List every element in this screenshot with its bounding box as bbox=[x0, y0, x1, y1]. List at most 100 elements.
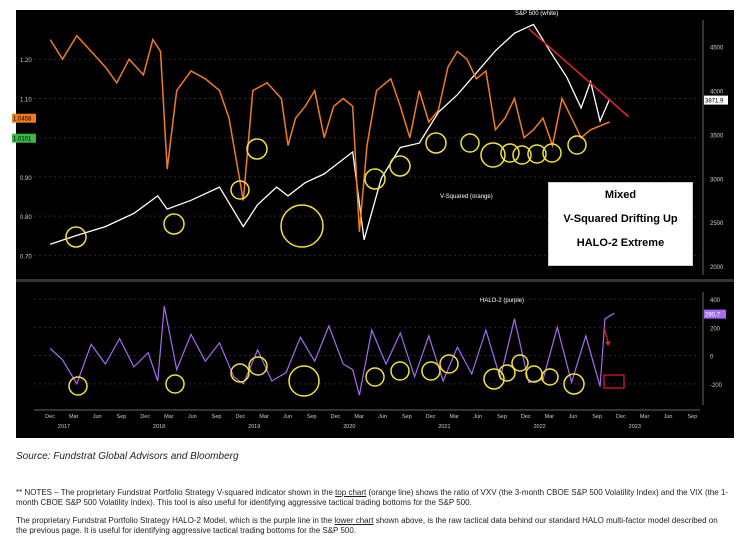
x-tick-month: Mar bbox=[69, 414, 79, 420]
x-tick-year: 2019 bbox=[248, 424, 260, 430]
x-tick-month: Jun bbox=[473, 414, 482, 420]
notes: ** NOTES – The proprietary Fundstrat Por… bbox=[16, 488, 731, 544]
x-tick-month: Dec bbox=[140, 414, 150, 420]
notes-text: shown above, is the raw tactical data be… bbox=[16, 516, 718, 535]
left-tick-label: 1.20 bbox=[20, 58, 32, 64]
bottom-circle bbox=[163, 213, 185, 235]
notes-link-lower-chart: lower chart bbox=[334, 516, 374, 525]
annotation-v-squared: V-Squared Drifting Up bbox=[563, 213, 678, 225]
bottom-circle bbox=[230, 180, 250, 200]
bottom-circle bbox=[498, 364, 516, 382]
bottom-circle bbox=[567, 135, 587, 155]
tag-v-squared: 1.0458 bbox=[13, 117, 32, 123]
bottom-circle bbox=[65, 226, 87, 248]
left-tick-label: 0.70 bbox=[20, 254, 32, 260]
top-panel: 1.201.101.000.900.800.704500400035003000… bbox=[12, 11, 728, 275]
x-tick-month: Dec bbox=[616, 414, 626, 420]
x-tick-month: Jun bbox=[188, 414, 197, 420]
series-label-v-squared: V-Squared (orange) bbox=[440, 194, 493, 200]
bottom-circle bbox=[527, 144, 547, 164]
bottom-circle bbox=[511, 354, 529, 372]
x-tick-month: Sep bbox=[307, 414, 317, 420]
bottom-circle bbox=[500, 143, 520, 163]
x-tick-month: Dec bbox=[521, 414, 531, 420]
x-tick-month: Mar bbox=[545, 414, 555, 420]
notes-link-top-chart: top chart bbox=[335, 488, 367, 497]
right-tick-label: 2000 bbox=[710, 265, 724, 271]
annotation-box: Mixed V-Squared Drifting Up HALO-2 Extre… bbox=[548, 182, 693, 266]
x-tick-month: Sep bbox=[687, 414, 697, 420]
annotation-halo: HALO-2 Extreme bbox=[576, 237, 665, 249]
series-label-halo: HALO-2 (purple) bbox=[480, 298, 524, 304]
right-tick-label: 2500 bbox=[710, 221, 724, 227]
bottom-circle bbox=[512, 145, 532, 165]
left-tick-label: 0.90 bbox=[20, 176, 32, 182]
bottom-circle bbox=[389, 155, 411, 177]
x-tick-month: Dec bbox=[45, 414, 55, 420]
x-tick-month: Jun bbox=[568, 414, 577, 420]
x-tick-month: Mar bbox=[640, 414, 650, 420]
bottom-circle bbox=[280, 204, 324, 248]
right-tick-label: 400 bbox=[710, 298, 721, 304]
bottom-circle bbox=[542, 143, 562, 163]
red-box bbox=[603, 374, 625, 389]
source-text: Source: Fundstrat Global Advisors and Bl… bbox=[16, 451, 239, 462]
tag-green: 1.0101 bbox=[13, 137, 32, 143]
notes-text: ** NOTES – The proprietary Fundstrat Por… bbox=[16, 488, 336, 497]
left-tick-label: 0.80 bbox=[20, 215, 32, 221]
notes-paragraph-1: ** NOTES – The proprietary Fundstrat Por… bbox=[16, 488, 731, 508]
x-tick-month: Mar bbox=[259, 414, 269, 420]
x-tick-month: Jun bbox=[378, 414, 387, 420]
bottom-circle bbox=[248, 356, 268, 376]
bottom-circle bbox=[68, 376, 88, 396]
bottom-circles bbox=[65, 132, 587, 397]
tag-green-bg bbox=[12, 133, 36, 143]
tag-halo: 290.7 bbox=[705, 313, 721, 319]
bottom-circle bbox=[541, 368, 559, 386]
right-tick-label: 4000 bbox=[710, 89, 724, 95]
bottom-circle bbox=[365, 367, 385, 387]
red-arrow bbox=[603, 326, 609, 343]
x-tick-month: Sep bbox=[402, 414, 412, 420]
bottom-circle bbox=[563, 373, 585, 395]
x-tick-year: 2023 bbox=[629, 424, 641, 430]
bottom-circle bbox=[390, 361, 410, 381]
series-line-sp500 bbox=[49, 23, 611, 245]
panel-divider bbox=[16, 279, 734, 282]
right-tick-label: 3500 bbox=[710, 133, 724, 139]
x-tick-month: Jun bbox=[93, 414, 102, 420]
x-tick-year: 2020 bbox=[343, 424, 355, 430]
x-tick-month: Mar bbox=[450, 414, 460, 420]
notes-text: (orange line) shows the ratio of VXV (th… bbox=[16, 488, 729, 507]
bottom-circle bbox=[246, 138, 268, 160]
red-arrow-head bbox=[605, 341, 611, 346]
series-line-v-squared bbox=[49, 34, 610, 232]
x-tick-year: 2021 bbox=[438, 424, 450, 430]
bottom-panel: 400 200 0 -200 HALO-2 (purple) 290.7 bbox=[34, 292, 726, 405]
right-tick-label: 200 bbox=[710, 326, 721, 332]
x-tick-month: Jun bbox=[283, 414, 292, 420]
bottom-circle bbox=[460, 133, 480, 153]
x-tick-year: 2018 bbox=[153, 424, 165, 430]
x-tick-month: Dec bbox=[331, 414, 341, 420]
x-tick-month: Mar bbox=[164, 414, 174, 420]
left-tick-label: 1.10 bbox=[20, 97, 32, 103]
x-tick-month: Dec bbox=[426, 414, 436, 420]
bottom-circle bbox=[425, 132, 447, 154]
bottom-circle bbox=[288, 365, 320, 397]
bottom-circle bbox=[483, 368, 505, 390]
bottom-circle bbox=[165, 374, 185, 394]
bottom-circle bbox=[439, 354, 459, 374]
tag-sp500-bg bbox=[704, 95, 728, 105]
notes-paragraph-2: The proprietary Fundstrat Portfolio Stra… bbox=[16, 516, 731, 536]
x-tick-month: Sep bbox=[497, 414, 507, 420]
tag-halo-bg bbox=[704, 309, 726, 319]
x-tick-month: Sep bbox=[212, 414, 222, 420]
series-label-sp500: S&P 500 (white) bbox=[515, 11, 558, 17]
x-tick-month: Mar bbox=[354, 414, 364, 420]
right-tick-label: 3000 bbox=[710, 177, 724, 183]
x-tick-month: Sep bbox=[117, 414, 127, 420]
x-tick-month: Dec bbox=[235, 414, 245, 420]
tag-v-squared-bg bbox=[12, 113, 36, 123]
bottom-circle bbox=[480, 142, 506, 168]
